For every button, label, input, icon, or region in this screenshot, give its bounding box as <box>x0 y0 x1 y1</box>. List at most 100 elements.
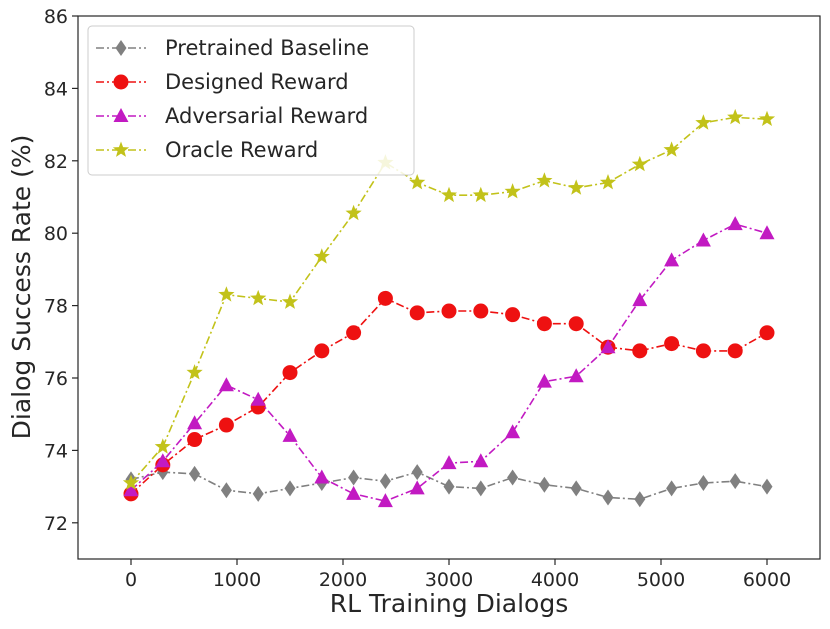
data-point-oracle-reward <box>568 179 585 195</box>
x-tick-label: 4000 <box>531 569 579 591</box>
data-point-designed-reward <box>314 343 330 359</box>
data-point-oracle-reward <box>599 174 617 190</box>
data-point-designed-reward <box>568 316 584 332</box>
y-tick-label: 74 <box>44 440 68 462</box>
data-point-oracle-reward <box>122 474 140 490</box>
data-point-adversarial-reward <box>759 225 775 240</box>
legend: Pretrained Baseline Designed Reward Advers… <box>87 25 415 176</box>
legend-item-adversarial-reward: Adversarial Reward <box>96 104 368 128</box>
data-point-adversarial-reward <box>155 453 171 468</box>
series-line-pretrained-baseline <box>130 471 768 501</box>
data-point-designed-reward <box>473 303 489 319</box>
data-point-oracle-reward <box>281 293 299 309</box>
data-point-designed-reward <box>409 305 425 321</box>
data-point-pretrained-baseline <box>189 465 201 482</box>
data-point-adversarial-reward <box>123 482 139 497</box>
data-point-pretrained-baseline <box>697 474 709 491</box>
data-point-pretrained-baseline <box>761 478 773 495</box>
data-point-oracle-reward <box>409 174 426 190</box>
legend-label: Oracle Reward <box>165 138 318 162</box>
data-point-pretrained-baseline <box>475 480 487 497</box>
data-point-oracle-reward <box>186 364 203 380</box>
data-point-adversarial-reward <box>218 377 234 392</box>
data-point-pretrained-baseline <box>507 469 519 486</box>
x-axis-label: RL Training Dialogs <box>330 589 569 618</box>
data-point-pretrained-baseline <box>379 473 391 490</box>
data-point-adversarial-reward <box>314 469 330 484</box>
data-point-oracle-reward <box>727 108 744 125</box>
data-point-designed-reward <box>695 343 711 359</box>
data-point-adversarial-reward <box>568 368 584 383</box>
x-tick-label: 0 <box>125 569 137 591</box>
data-point-oracle-reward <box>218 286 235 302</box>
data-point-pretrained-baseline <box>666 480 678 497</box>
legend-label: Designed Reward <box>165 70 349 94</box>
data-point-designed-reward <box>377 290 393 306</box>
data-point-oracle-reward <box>695 114 712 130</box>
x-tick-label: 6000 <box>743 569 791 591</box>
data-point-designed-reward <box>346 325 362 341</box>
legend-marker <box>113 108 129 122</box>
series-oracle-reward <box>122 108 776 490</box>
x-tick-label: 1000 <box>213 569 261 591</box>
data-point-adversarial-reward <box>377 493 393 508</box>
data-point-oracle-reward <box>440 186 458 203</box>
data-point-designed-reward <box>441 303 457 319</box>
data-point-adversarial-reward <box>664 252 680 267</box>
legend-label: Adversarial Reward <box>165 104 368 128</box>
data-point-designed-reward <box>632 343 648 359</box>
data-point-oracle-reward <box>758 110 776 126</box>
data-point-designed-reward <box>218 417 234 433</box>
data-point-pretrained-baseline <box>634 491 646 508</box>
series-adversarial-reward <box>123 216 775 508</box>
x-tick-label: 2000 <box>319 569 367 591</box>
data-point-adversarial-reward <box>409 480 425 495</box>
data-point-adversarial-reward <box>727 216 743 231</box>
data-point-designed-reward <box>536 316 552 332</box>
y-tick-label: 72 <box>44 513 68 535</box>
x-tick-label: 5000 <box>637 569 685 591</box>
y-tick-label: 86 <box>44 6 68 28</box>
data-point-adversarial-reward <box>600 339 616 354</box>
legend-label: Pretrained Baseline <box>165 36 369 60</box>
legend-box <box>87 25 415 176</box>
data-point-pretrained-baseline <box>443 478 455 495</box>
data-point-pretrained-baseline <box>411 464 423 481</box>
data-point-pretrained-baseline <box>538 476 550 493</box>
legend-item-oracle-reward: Oracle Reward <box>96 138 318 162</box>
data-point-designed-reward <box>187 432 203 448</box>
data-point-adversarial-reward <box>282 427 298 442</box>
legend-item-designed-reward: Designed Reward <box>96 70 349 94</box>
legend-marker <box>112 141 130 157</box>
data-point-designed-reward <box>759 325 775 341</box>
data-point-pretrained-baseline <box>220 482 232 499</box>
y-tick-label: 82 <box>44 151 68 173</box>
data-point-oracle-reward <box>536 172 553 188</box>
data-point-oracle-reward <box>631 155 648 172</box>
legend-item-pretrained-baseline: Pretrained Baseline <box>96 36 369 60</box>
data-point-adversarial-reward <box>536 373 552 388</box>
data-point-oracle-reward <box>250 289 267 306</box>
data-point-adversarial-reward <box>346 485 362 500</box>
data-point-pretrained-baseline <box>570 480 582 497</box>
data-point-oracle-reward <box>504 183 521 199</box>
data-point-oracle-reward <box>345 204 362 221</box>
data-point-adversarial-reward <box>250 391 266 406</box>
data-point-oracle-reward <box>154 438 171 454</box>
data-point-pretrained-baseline <box>284 480 296 497</box>
y-axis-label: Dialog Success Rate (%) <box>7 135 36 440</box>
data-point-designed-reward <box>282 365 298 381</box>
data-point-pretrained-baseline <box>348 469 360 486</box>
data-point-designed-reward <box>727 343 743 359</box>
data-point-pretrained-baseline <box>729 473 741 490</box>
legend-marker <box>113 74 129 90</box>
data-point-oracle-reward <box>663 141 680 157</box>
data-point-designed-reward <box>664 336 680 352</box>
data-point-adversarial-reward <box>695 232 711 247</box>
data-point-adversarial-reward <box>441 455 457 470</box>
y-tick-label: 78 <box>44 296 68 318</box>
y-tick-label: 80 <box>44 223 68 245</box>
data-point-oracle-reward <box>313 248 330 264</box>
data-point-pretrained-baseline <box>252 485 264 502</box>
